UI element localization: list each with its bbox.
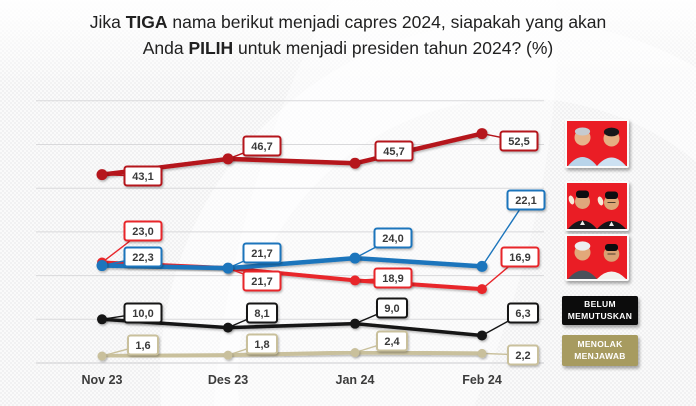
legend-box-menolak-line2: MENJAWAB [574, 350, 626, 361]
ganjar-mahfud-icon [567, 236, 627, 279]
value-label-box-prabowo-gibran-2 [374, 140, 414, 162]
title-background-fade [0, 0, 696, 88]
value-label-box-menolak-menjawab-0 [127, 334, 159, 356]
value-label-box-prabowo-gibran-1 [242, 135, 282, 157]
value-label-ganjar-mahfud-2: 18,9 [382, 273, 403, 285]
value-label-belum-memutuskan-0: 10,0 [132, 308, 153, 320]
point-belum-memutuskan-0 [97, 314, 107, 325]
legend-photo-prabowo-gibran [565, 119, 629, 168]
value-label-prabowo-gibran-1: 46,7 [251, 141, 272, 153]
title-bold-word: PILIH [188, 38, 234, 58]
value-label-box-anies-muhaimin-1 [242, 242, 282, 264]
value-label-belum-memutuskan-1: 8,1 [254, 308, 269, 320]
point-prabowo-gibran-0 [96, 169, 108, 181]
value-label-box-belum-memutuskan-1 [246, 302, 278, 324]
anies-muhaimin-icon [567, 183, 627, 229]
value-label-anies-muhaimin-1: 21,7 [251, 248, 272, 260]
x-axis-tick-1: Des 23 [208, 373, 248, 387]
value-label-box-prabowo-gibran-0 [123, 165, 163, 187]
value-label-box-ganjar-mahfud-3 [500, 246, 540, 268]
leader-anies-muhaimin-3 [481, 199, 527, 267]
value-label-menolak-menjawab-0: 1,6 [135, 340, 150, 352]
legend-box-belum-line2: MEMUTUSKAN [567, 310, 633, 321]
value-label-prabowo-gibran-2: 45,7 [383, 146, 404, 158]
value-label-ganjar-mahfud-3: 16,9 [509, 252, 530, 264]
value-label-anies-muhaimin-2: 24,0 [382, 233, 403, 245]
title-text: nama berikut menjadi capres 2024, siapak… [167, 12, 607, 32]
value-label-box-menolak-menjawab-2 [376, 330, 408, 352]
legend-photo-ganjar-mahfud [565, 234, 629, 281]
title-text: Anda [142, 38, 189, 58]
value-label-ganjar-mahfud-0: 23,0 [132, 226, 153, 238]
legend-box-menolak-line1: MENOLAK [577, 339, 623, 350]
value-label-menolak-menjawab-3: 2,2 [515, 350, 530, 362]
x-axis-tick-2: Jan 24 [336, 373, 375, 387]
point-anies-muhaimin-2 [349, 252, 361, 264]
point-ganjar-mahfud-3 [477, 284, 487, 295]
point-anies-muhaimin-1 [222, 262, 234, 274]
legend-photo-anies-muhaimin [565, 181, 629, 231]
value-label-box-ganjar-mahfud-2 [373, 267, 413, 289]
point-menolak-menjawab-1 [223, 350, 233, 360]
value-label-box-prabowo-gibran-3 [499, 130, 539, 152]
value-label-box-menolak-menjawab-3 [507, 344, 539, 366]
title-text: untuk menjadi presiden tahun 2024? (%) [233, 38, 554, 58]
poll-question-title: Jika TIGA nama berikut menjadi capres 20… [0, 9, 696, 61]
value-label-ganjar-mahfud-1: 21,7 [251, 276, 272, 288]
value-label-box-anies-muhaimin-2 [373, 227, 413, 249]
point-prabowo-gibran-3 [476, 128, 488, 140]
value-label-prabowo-gibran-3: 52,5 [508, 136, 529, 148]
title-bold-word: TIGA [125, 12, 168, 32]
value-label-box-ganjar-mahfud-0 [123, 220, 163, 242]
value-label-box-belum-memutuskan-0 [123, 302, 163, 324]
value-label-anies-muhaimin-0: 22,3 [132, 252, 153, 264]
value-label-box-anies-muhaimin-3 [506, 189, 546, 211]
legend-box-belum-line1: BELUM [584, 299, 616, 310]
line-anies-muhaimin [99, 255, 485, 271]
legend-box-menolak-menjawab: MENOLAK MENJAWAB [562, 335, 638, 366]
value-label-box-ganjar-mahfud-1 [242, 270, 282, 292]
value-label-anies-muhaimin-3: 22,1 [515, 195, 536, 207]
value-label-box-belum-memutuskan-3 [507, 302, 539, 324]
point-menolak-menjawab-0 [97, 351, 107, 361]
x-axis-tick-0: Nov 23 [82, 373, 123, 387]
value-label-belum-memutuskan-3: 6,3 [515, 308, 530, 320]
value-label-menolak-menjawab-2: 2,4 [384, 336, 400, 348]
line-prabowo-gibran [99, 131, 485, 177]
x-axis-tick-3: Feb 24 [462, 373, 502, 387]
point-menolak-menjawab-2 [350, 348, 360, 358]
point-belum-memutuskan-2 [350, 318, 360, 329]
point-prabowo-gibran-2 [349, 157, 361, 169]
point-menolak-menjawab-3 [477, 348, 487, 358]
value-label-box-anies-muhaimin-0 [123, 246, 163, 268]
point-belum-memutuskan-1 [223, 322, 233, 333]
point-ganjar-mahfud-2 [350, 275, 360, 286]
point-belum-memutuskan-3 [477, 330, 487, 341]
value-label-box-menolak-menjawab-1 [246, 333, 278, 355]
legend-box-belum-memutuskan: BELUM MEMUTUSKAN [562, 296, 638, 325]
line-menolak-menjawab [100, 350, 484, 359]
point-prabowo-gibran-1 [222, 153, 234, 165]
value-label-menolak-menjawab-1: 1,8 [254, 339, 269, 351]
point-anies-muhaimin-3 [476, 260, 488, 272]
point-anies-muhaimin-0 [96, 260, 108, 272]
line-belum-memutuskan [100, 317, 484, 338]
value-label-belum-memutuskan-2: 9,0 [384, 303, 399, 315]
prabowo-gibran-icon [567, 121, 627, 166]
value-label-box-belum-memutuskan-2 [376, 297, 408, 319]
title-text: Jika [89, 12, 126, 32]
value-label-prabowo-gibran-0: 43,1 [132, 171, 153, 183]
